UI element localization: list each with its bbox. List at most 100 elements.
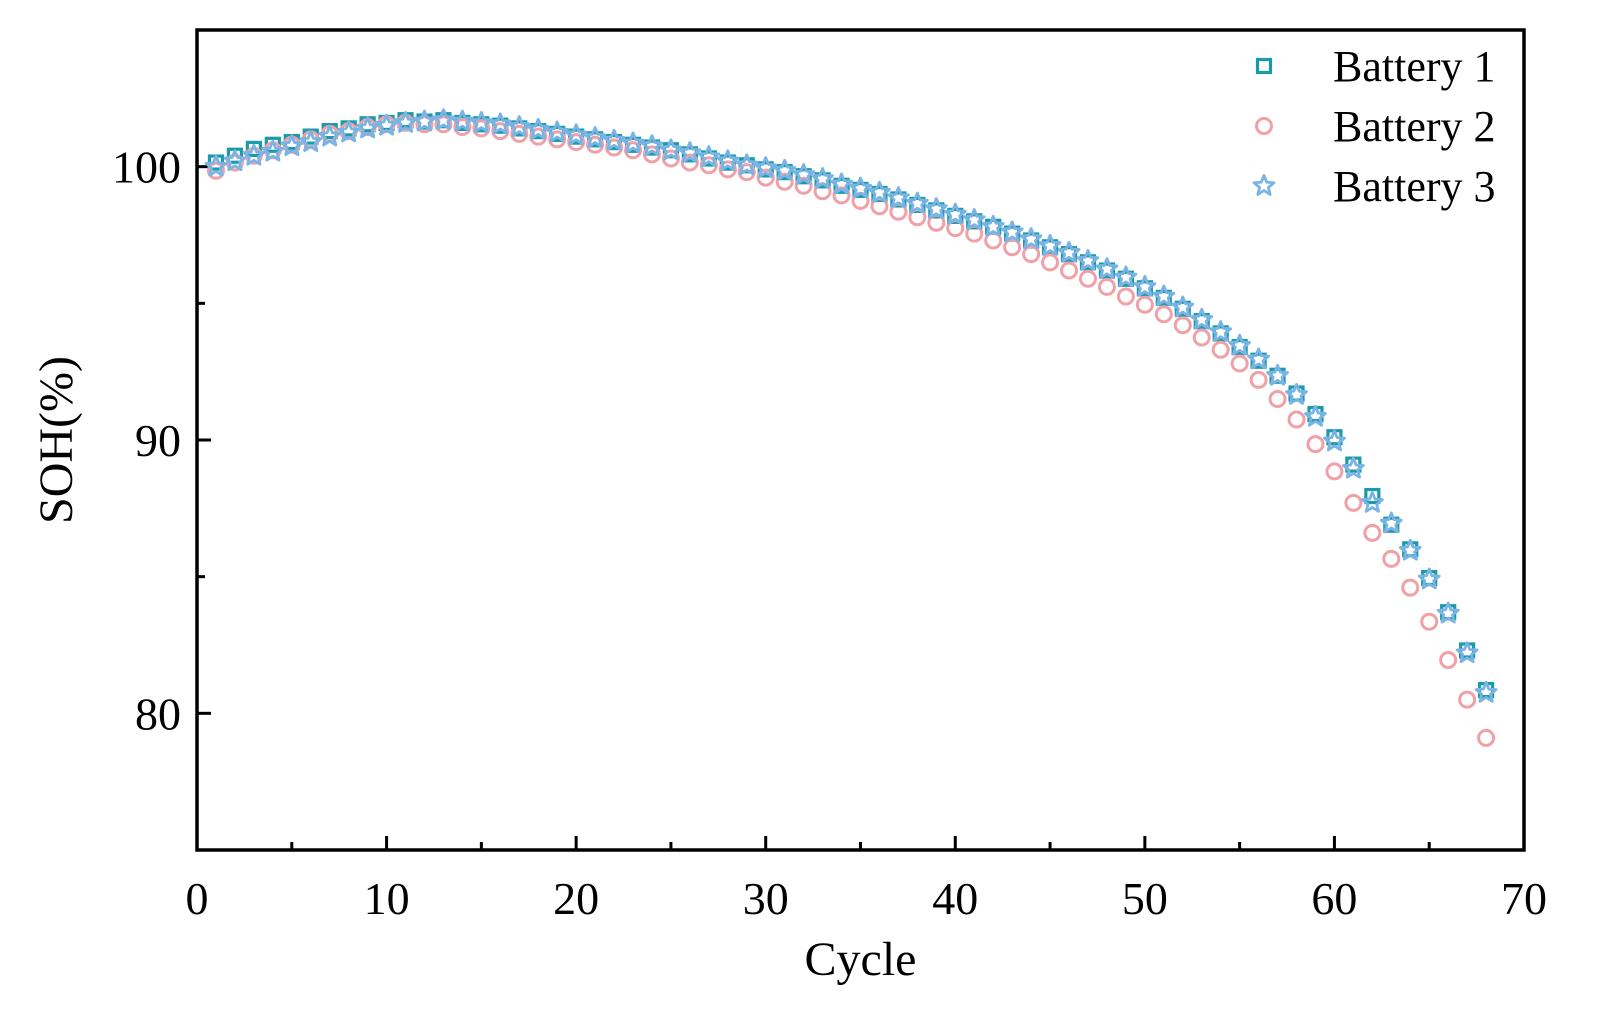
data-point	[887, 186, 910, 208]
data-point	[356, 116, 379, 139]
data-point	[754, 156, 778, 178]
data-point	[1230, 354, 1249, 373]
legend-label: Battery 1	[1333, 42, 1496, 91]
data-point	[981, 214, 1005, 237]
data-point	[1474, 680, 1498, 703]
data-point	[1458, 690, 1477, 709]
x-tick-label: 70	[1501, 873, 1547, 924]
data-point	[1285, 383, 1308, 405]
data-point	[1436, 601, 1460, 624]
data-point	[1247, 347, 1270, 370]
data-point	[1401, 578, 1420, 597]
data-point	[773, 158, 797, 181]
data-point	[1211, 340, 1230, 359]
data-point	[1003, 238, 1022, 257]
data-point	[472, 119, 491, 138]
legend: Battery 1 Battery 2 Battery 3	[1252, 42, 1496, 211]
data-point	[318, 124, 342, 147]
data-point	[678, 141, 702, 163]
axis-ticks	[195, 165, 1526, 850]
data-point	[1041, 253, 1060, 272]
data-point	[1342, 456, 1365, 479]
data-point	[640, 134, 664, 157]
data-point	[1135, 295, 1154, 314]
data-point	[1344, 493, 1363, 512]
legend-marker	[1255, 117, 1273, 135]
data-point	[526, 117, 550, 140]
legend-marker	[1252, 174, 1276, 196]
data-point	[394, 111, 417, 133]
legend-label: Battery 2	[1333, 102, 1496, 151]
data-point	[1133, 275, 1157, 297]
data-point	[1022, 245, 1041, 264]
data-point	[1057, 240, 1081, 263]
data-point	[624, 141, 643, 160]
data-point	[1398, 538, 1422, 561]
x-tick-label: 20	[553, 873, 599, 924]
data-point	[1209, 320, 1233, 342]
data-point	[261, 139, 285, 162]
data-point	[1038, 234, 1062, 256]
data-point	[737, 163, 756, 182]
data-point	[602, 128, 626, 151]
data-point	[1078, 269, 1097, 288]
data-point	[545, 120, 569, 143]
data-point	[242, 143, 266, 166]
data-point	[491, 122, 510, 141]
data-point	[1304, 404, 1327, 427]
legend-marker	[1255, 57, 1273, 75]
data-point	[1171, 295, 1195, 318]
data-point	[1325, 462, 1344, 481]
data-point	[868, 180, 891, 203]
data-point	[507, 115, 531, 137]
data-point	[1076, 249, 1100, 271]
data-point	[1019, 227, 1043, 249]
data-point	[469, 111, 493, 133]
data-point	[1097, 277, 1116, 296]
data-point	[510, 124, 529, 143]
data-point	[1439, 651, 1458, 670]
legend-item: Battery 1	[1255, 42, 1496, 91]
data-point	[1190, 307, 1214, 330]
data-point	[567, 133, 586, 152]
y-tick-label: 80	[135, 688, 181, 739]
data-point	[223, 149, 247, 172]
data-point	[1455, 641, 1479, 664]
data-point	[564, 123, 588, 146]
data-point	[1363, 523, 1382, 542]
data-point	[849, 176, 872, 199]
legend-label: Battery 3	[1333, 162, 1496, 211]
data-point	[605, 138, 624, 157]
data-point	[1114, 265, 1138, 288]
data-point	[1249, 370, 1268, 389]
data-point	[830, 172, 853, 195]
plot-frame	[195, 28, 1526, 852]
data-point	[716, 149, 740, 172]
data-point	[1360, 490, 1384, 513]
legend-item: Battery 3	[1252, 162, 1496, 211]
data-point	[811, 167, 834, 189]
data-point	[962, 208, 986, 230]
data-point	[1417, 567, 1441, 590]
data-point	[1095, 257, 1119, 280]
data-point	[586, 135, 605, 154]
data-point	[1060, 261, 1079, 280]
data-point	[621, 131, 645, 154]
data-point	[1306, 435, 1325, 454]
data-point	[1154, 305, 1173, 324]
data-point	[226, 147, 244, 164]
data-point	[583, 126, 607, 148]
series-1	[207, 112, 1495, 699]
series-2	[206, 113, 1496, 747]
data-point	[1379, 511, 1403, 534]
tick-labels: 0 10 20 30 40 50 60 70 80 90 100	[112, 142, 1547, 924]
data-point	[415, 115, 434, 134]
data-point	[1152, 284, 1176, 307]
data-point	[659, 138, 683, 161]
y-axis-label: SOH(%)	[30, 356, 83, 524]
data-point	[905, 191, 929, 214]
data-point	[375, 113, 398, 136]
data-point	[756, 168, 775, 187]
data-point	[453, 118, 472, 137]
